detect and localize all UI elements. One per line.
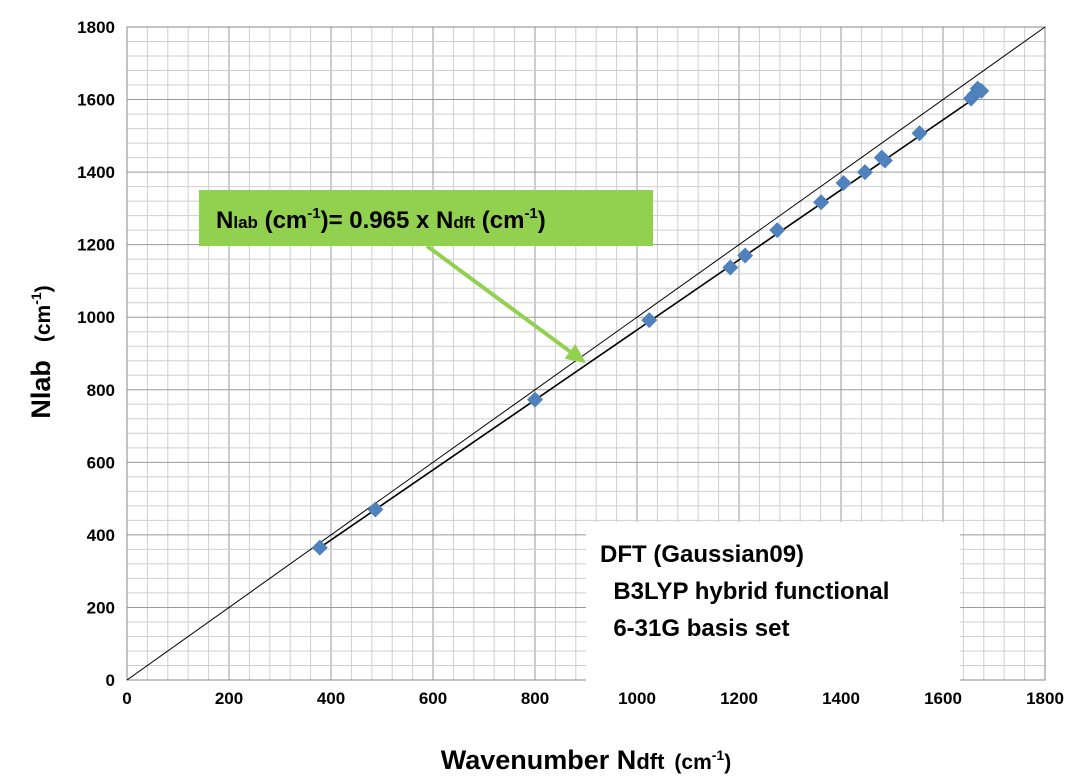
data-point <box>835 174 852 191</box>
reference-line <box>126 26 1046 681</box>
x-tick-label: 1400 <box>822 689 860 708</box>
equation-dft: dft <box>453 213 475 232</box>
data-point <box>813 194 830 211</box>
x-axis-title-unit-close: ) <box>724 751 731 774</box>
x-tick-label: 0 <box>122 689 131 708</box>
method-text: DFT (Gaussian09) B3LYP hybrid functional… <box>600 541 936 642</box>
data-point <box>769 222 786 239</box>
data-point <box>527 391 543 408</box>
method-line-2: B3LYP hybrid functional <box>600 578 889 605</box>
equation-close: ) <box>538 207 546 234</box>
y-tick-label: 800 <box>87 381 115 400</box>
x-axis-title-main: Wavenumber N <box>441 745 637 775</box>
y-tick-label: 1800 <box>77 18 115 37</box>
y-tick-label: 1000 <box>77 308 115 327</box>
equation-middle: )= 0.965 x N <box>321 207 454 234</box>
x-axis-title: Wavenumber Ndft (cm-1) <box>441 745 731 775</box>
equation-sup-1: -1 <box>307 205 320 222</box>
x-axis-title-subscript: dft <box>636 749 665 774</box>
y-axis-title-unit-sup: -1 <box>28 292 44 305</box>
y-tick-label: 600 <box>87 453 115 472</box>
x-axis-title-unit-sup: -1 <box>712 747 725 763</box>
x-tick-label: 200 <box>215 689 243 708</box>
equation-arrow-head <box>564 344 586 364</box>
x-tick-label: 600 <box>419 689 447 708</box>
x-tick-label: 1200 <box>720 689 758 708</box>
data-points <box>311 80 990 556</box>
method-annotation: DFT (Gaussian09) B3LYP hybrid functional… <box>586 522 960 684</box>
data-point <box>856 164 873 181</box>
data-point <box>911 125 928 142</box>
x-tick-label: 1600 <box>924 689 962 708</box>
data-point <box>973 82 990 99</box>
x-axis-title-unit: (cm <box>674 751 711 774</box>
method-line-3: 6-31G basis set <box>600 615 789 642</box>
method-box <box>586 522 960 684</box>
y-axis-title-main: Nlab <box>26 360 56 419</box>
equation-unit-1: (cm <box>258 207 307 234</box>
data-point <box>367 501 384 518</box>
method-line-1: DFT (Gaussian09) <box>600 541 804 568</box>
equation-lab: lab <box>233 213 258 232</box>
data-point <box>641 312 658 329</box>
y-tick-label: 1600 <box>77 91 115 110</box>
data-point <box>311 539 328 556</box>
y-tick-label: 1400 <box>77 163 115 182</box>
equation-box <box>199 190 653 246</box>
data-point <box>876 152 893 169</box>
equation-n: N <box>216 207 233 234</box>
y-axis-title: Nlab (cm-1) <box>26 285 56 418</box>
equation-unit-2: (cm <box>475 207 524 234</box>
equation-annotation: Nlab (cm-1)= 0.965 x Ndft (cm-1) <box>199 190 653 364</box>
equation-arrow <box>425 244 572 354</box>
y-tick-label: 200 <box>87 598 115 617</box>
y-axis-title-unit: (cm <box>32 305 55 342</box>
data-point <box>737 247 754 264</box>
y-tick-label: 400 <box>87 526 115 545</box>
y-axis-title-unit-close: ) <box>32 285 55 292</box>
x-tick-label: 400 <box>317 689 345 708</box>
x-tick-label: 800 <box>521 689 549 708</box>
y-tick-label: 1200 <box>77 236 115 255</box>
x-tick-label: 1000 <box>618 689 656 708</box>
equation-text: Nlab (cm-1)= 0.965 x Ndft (cm-1) <box>216 205 546 234</box>
y-tick-labels: 0 200 400 600 800 1000 1200 1400 1600 1800 <box>77 18 115 690</box>
y-tick-label: 0 <box>106 671 115 690</box>
x-tick-label: 1800 <box>1026 689 1064 708</box>
x-tick-labels: 0 200 400 600 800 1000 1200 1400 1600 1800 <box>122 689 1064 708</box>
reference-line-path <box>126 26 1046 681</box>
equation-sup-2: -1 <box>524 205 537 222</box>
data-point <box>722 259 739 276</box>
